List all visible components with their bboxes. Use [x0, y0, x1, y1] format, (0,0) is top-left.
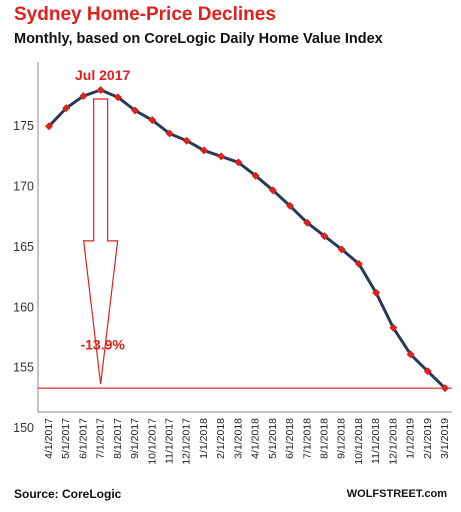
x-tick-label: 12/1/2017 — [181, 418, 193, 465]
y-tick-label: 165 — [13, 240, 34, 254]
x-tick-label: 10/1/2017 — [146, 418, 158, 465]
x-tick-label: 8/1/2018 — [318, 418, 330, 459]
data-point-marker — [337, 245, 346, 254]
chart-subtitle: Monthly, based on CoreLogic Daily Home V… — [14, 31, 383, 47]
x-tick-label: 9/1/2018 — [336, 418, 348, 459]
data-point-marker — [423, 367, 432, 376]
data-point-marker — [372, 288, 381, 297]
x-tick-label: 6/1/2018 — [284, 418, 296, 459]
data-point-marker — [251, 171, 260, 180]
x-tick-label: 7/1/2017 — [95, 418, 107, 459]
x-tick-label: 4/1/2017 — [43, 418, 55, 459]
x-tick-label: 2/1/2019 — [422, 418, 434, 459]
y-tick-label: 155 — [13, 361, 34, 375]
y-tick-label: 175 — [13, 119, 34, 133]
data-point-marker — [45, 122, 53, 131]
data-point-marker — [199, 146, 208, 155]
data-point-marker — [217, 152, 226, 161]
data-point-marker — [320, 232, 329, 241]
x-tick-label: 10/1/2018 — [353, 418, 365, 465]
data-point-marker — [148, 116, 157, 125]
data-point-marker — [286, 201, 295, 210]
data-point-marker — [96, 86, 105, 94]
peak-annotation: Jul 2017 — [75, 67, 130, 83]
data-point-marker — [406, 350, 415, 359]
y-tick-label: 170 — [13, 180, 34, 194]
data-point-marker — [165, 129, 174, 138]
data-point-marker — [268, 186, 277, 195]
data-point-marker — [441, 384, 449, 393]
x-tick-label: 3/1/2019 — [439, 418, 451, 459]
x-tick-label: 3/1/2018 — [232, 418, 244, 459]
x-tick-label: 5/1/2017 — [60, 418, 72, 459]
y-tick-label: 150 — [13, 421, 34, 435]
data-point-marker — [131, 106, 140, 115]
site-credit: WOLFSTREET.com — [346, 488, 447, 500]
x-tick-label: 11/1/2017 — [164, 418, 176, 464]
data-point-marker — [113, 93, 122, 102]
x-tick-label: 6/1/2017 — [77, 418, 89, 459]
data-point-marker — [234, 158, 243, 167]
x-tick-label: 1/1/2018 — [198, 418, 210, 459]
x-tick-label: 5/1/2018 — [267, 418, 279, 459]
series-line — [47, 88, 447, 390]
source-label: Source: CoreLogic — [14, 487, 122, 501]
decline-annotation: -13.9% — [80, 337, 125, 353]
y-tick-label: 160 — [13, 300, 34, 314]
decline-arrow — [82, 98, 119, 385]
x-tick-label: 12/1/2018 — [387, 418, 399, 465]
data-point-marker — [354, 259, 363, 268]
x-tick-label: 9/1/2017 — [129, 418, 141, 459]
chart-title: Sydney Home-Price Declines — [14, 4, 276, 25]
data-point-marker — [79, 92, 88, 101]
x-tick-label: 1/1/2019 — [405, 418, 417, 459]
data-point-marker — [62, 104, 71, 113]
x-tick-label: 2/1/2018 — [215, 418, 227, 459]
x-tick-label: 11/1/2018 — [370, 418, 382, 464]
x-tick-label: 4/1/2018 — [250, 418, 262, 459]
x-tick-label: 8/1/2017 — [112, 418, 124, 459]
data-point-marker — [303, 218, 312, 227]
data-point-marker — [182, 136, 191, 145]
data-point-marker — [389, 323, 398, 332]
x-tick-label: 7/1/2018 — [301, 418, 313, 459]
